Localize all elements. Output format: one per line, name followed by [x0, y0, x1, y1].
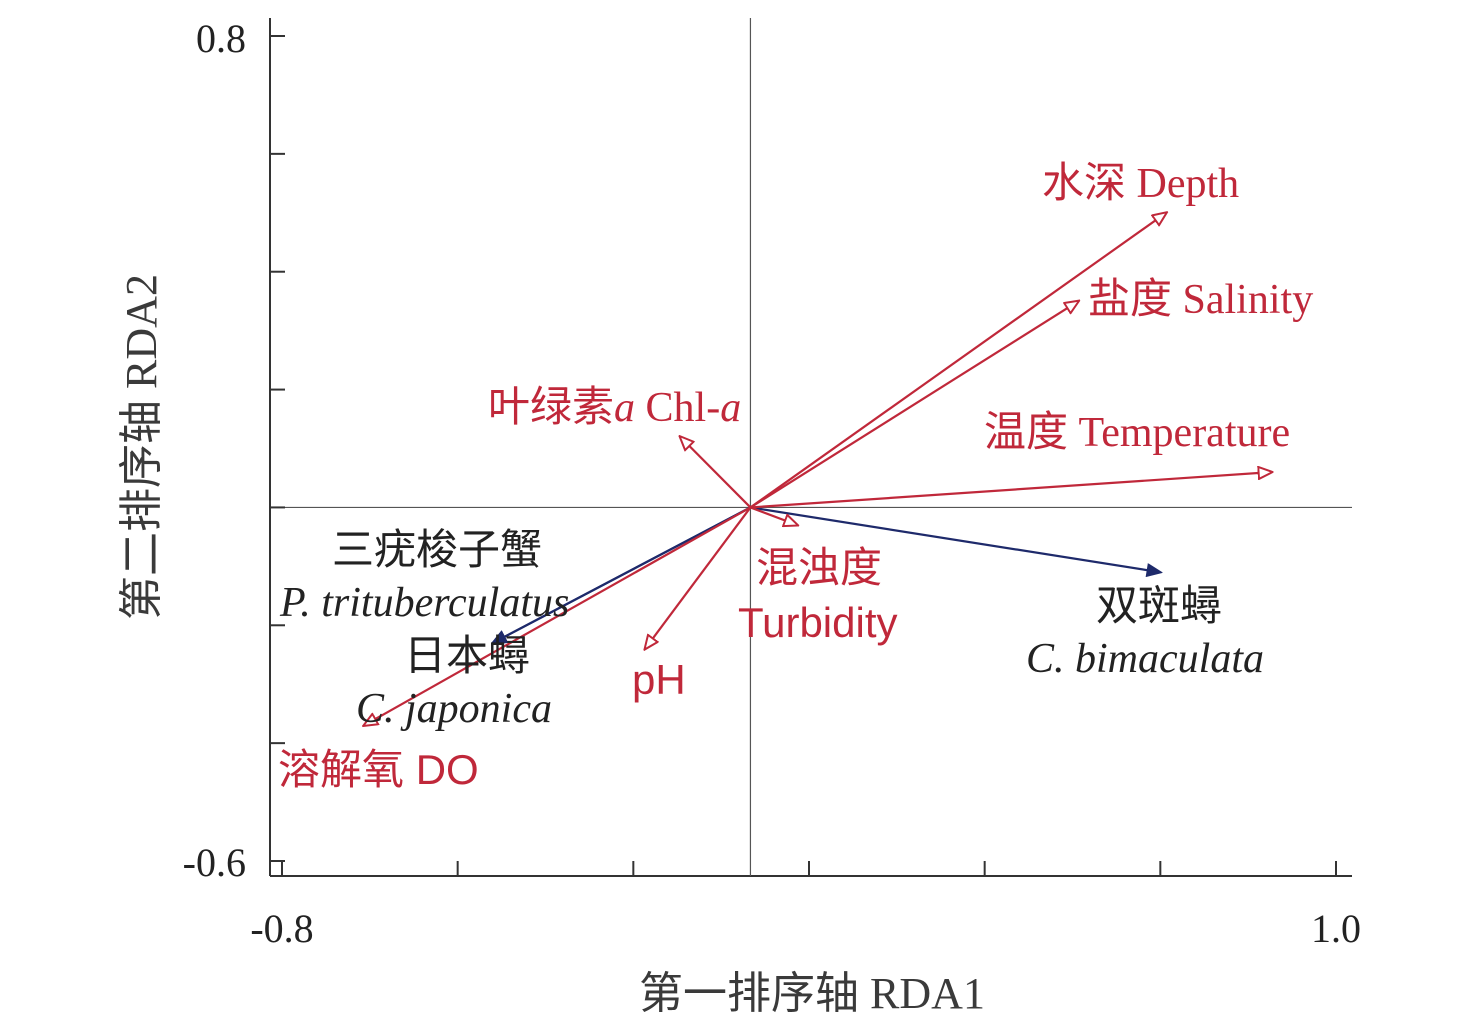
env-vector-3: [680, 437, 752, 509]
y-axis-title: 第二排序轴 RDA2: [117, 274, 166, 620]
env-label-temperature: 温度 Temperature: [984, 410, 1290, 456]
x-tick-label-left: -0.8: [250, 906, 313, 951]
plot-frame: [269, 18, 1352, 877]
x-tick-label-right: 1.0: [1311, 906, 1361, 951]
env-vector-0: [749, 213, 1166, 509]
env-label-chla: 叶绿素a Chl-a: [488, 385, 741, 431]
vectors: [364, 213, 1272, 726]
x-axis-ticks: [281, 861, 1337, 876]
y-axis-ticks: [270, 35, 285, 862]
species-vector-1: [493, 506, 751, 643]
y-tick-label-top: 0.8: [196, 16, 246, 61]
env-label-turbidity-cn: 混浊度: [756, 546, 882, 592]
env-vector-1: [749, 301, 1078, 509]
y-tick-label-bottom: -0.6: [183, 840, 246, 885]
species-labels: 三疣梭子蟹 P. trituberculatus 日本蟳 C. japonica…: [279, 527, 1264, 732]
env-label-turbidity-en: Turbidity: [738, 599, 898, 646]
species-label-ptrituberculatus-cn: 三疣梭子蟹: [332, 527, 542, 574]
environment-labels: 水深 Depth 盐度 Salinity 温度 Temperature 叶绿素a…: [278, 161, 1313, 793]
origin-lines: [270, 18, 1352, 876]
species-label-ptrituberculatus-latin: P. trituberculatus: [279, 580, 569, 626]
env-label-do: 溶解氧 DO: [278, 746, 479, 793]
env-vector-4: [750, 506, 797, 525]
env-label-depth: 水深 Depth: [1042, 161, 1239, 207]
species-label-cbimaculata-cn: 双斑蟳: [1096, 584, 1222, 630]
env-vector-6: [364, 506, 751, 725]
env-label-salinity: 盐度 Salinity: [1088, 277, 1313, 323]
x-axis-title: 第一排序轴 RDA1: [639, 969, 985, 1018]
env-vector-5: [645, 506, 752, 648]
species-label-cjaponica-cn: 日本蟳: [404, 634, 530, 680]
env-vector-2: [750, 472, 1271, 509]
species-label-cbimaculata-latin: C. bimaculata: [1026, 636, 1264, 682]
species-label-cjaponica-latin: C. japonica: [356, 686, 552, 732]
env-label-ph: pH: [632, 656, 686, 703]
species-vector-2: [750, 506, 1160, 572]
